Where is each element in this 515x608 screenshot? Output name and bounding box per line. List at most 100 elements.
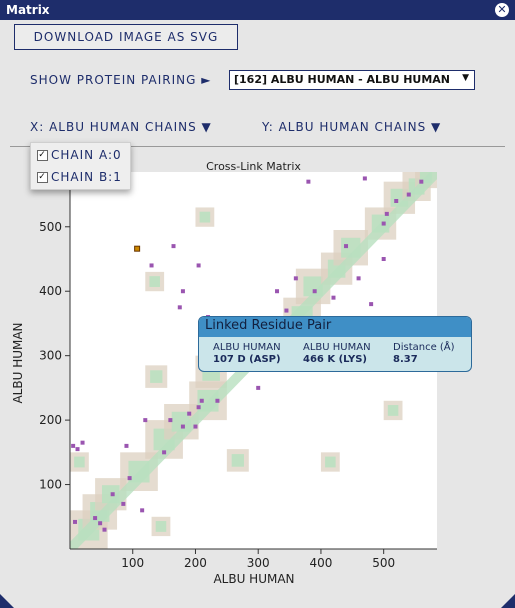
cross-link-mark[interactable] [187,411,192,416]
near-contact-block [149,276,160,287]
cross-link-mark[interactable] [73,519,78,524]
chain-b-label: CHAIN B:1 [51,170,122,184]
chart-title: Cross-Link Matrix [206,160,301,173]
cross-link-mark[interactable] [149,263,154,268]
divider [10,146,505,147]
x-tick-label: 400 [309,556,332,570]
cross-link-mark[interactable] [98,521,103,526]
chain-dropdown: ✓ CHAIN A:0 ✓ CHAIN B:1 [30,142,131,190]
chain-b-checkbox[interactable]: ✓ [37,172,48,183]
x-tick-label: 100 [121,556,144,570]
cross-link-mark[interactable] [121,501,126,506]
y-tick-label: 100 [39,478,62,492]
cross-link-mark[interactable] [256,385,261,390]
cross-link-mark[interactable] [344,244,349,249]
y-tick-label: 300 [39,349,62,363]
cross-link-mark[interactable] [177,305,182,310]
cross-link-mark[interactable] [180,424,185,429]
tooltip-col-3-value: 8.37 [393,354,418,365]
tooltip-col-2-header: ALBU HUMAN [303,342,371,353]
tooltip-col-3: Distance (Å) 8.37 [393,342,455,365]
y-tick-label: 200 [39,413,62,427]
protein-pairing-value: [162] ALBU HUMAN - ALBU HUMAN [234,73,451,86]
chain-b-option[interactable]: ✓ CHAIN B:1 [37,170,122,184]
near-contact-block [74,456,85,468]
x-tick-label: 300 [247,556,270,570]
chevron-down-icon: ▼ [462,73,469,83]
cross-link-mark[interactable] [381,257,386,261]
y-axis-ticks: 100 200 300 400 500 [39,220,70,492]
cross-link-mark[interactable] [215,398,220,403]
x-tick-label: 200 [184,556,207,570]
cross-link-mark[interactable] [275,289,280,294]
cross-link-mark[interactable] [110,492,115,497]
cross-link-mark[interactable] [140,508,145,513]
resize-corner-bottom-right-icon[interactable] [501,594,515,608]
cross-link-mark[interactable] [369,302,374,307]
linked-residue-tooltip: Linked Residue Pair ALBU HUMAN 107 D (AS… [198,316,472,372]
tooltip-col-1-value: 107 D (ASP) [213,354,281,365]
cross-link-mark[interactable] [162,450,167,455]
cross-link-mark[interactable] [168,418,173,423]
protein-pairing-label: SHOW PROTEIN PAIRING ► [30,73,212,87]
cross-link-mark[interactable] [381,221,386,226]
cross-link-layer[interactable] [71,176,424,532]
cross-link-mark[interactable] [93,516,98,521]
near-contact-block [155,521,167,532]
cross-link-mark[interactable] [384,211,389,216]
near-contact-block [387,405,399,416]
cross-link-mark[interactable] [331,295,336,300]
cross-link-mark[interactable] [124,443,129,448]
window-title: Matrix [6,3,50,17]
cross-link-mark[interactable] [293,276,298,281]
cross-link-mark[interactable] [394,199,399,203]
selected-cross-link-mark[interactable] [134,245,141,252]
y-tick-label: 500 [39,220,62,234]
cross-link-mark[interactable] [102,527,107,532]
cross-link-mark[interactable] [171,244,176,249]
cross-link-mark[interactable] [419,179,424,184]
x-axis-ticks: 100 200 300 400 500 [121,549,395,570]
cross-link-mark[interactable] [180,289,185,294]
chain-a-checkbox[interactable]: ✓ [37,150,48,161]
x-tick-label: 500 [372,556,395,570]
cross-link-mark[interactable] [143,418,148,423]
y-axis-label: ALBU HUMAN [11,322,25,403]
tooltip-col-2-value: 466 K (LYS) [303,354,367,365]
cross-link-mark[interactable] [196,263,201,268]
cross-link-mark[interactable] [306,179,311,184]
near-contact-block [150,370,163,383]
tooltip-title: Linked Residue Pair [199,317,471,337]
cross-link-mark[interactable] [127,476,132,481]
cross-link-mark[interactable] [71,443,76,448]
x-chains-menu[interactable]: X: ALBU HUMAN CHAINS ▼ [30,120,212,134]
cross-link-mark[interactable] [284,308,289,313]
near-contact-block [325,456,336,468]
cross-link-mark[interactable] [75,447,80,452]
chain-a-label: CHAIN A:0 [51,148,122,162]
tooltip-col-2: ALBU HUMAN 466 K (LYS) [303,342,371,365]
cross-link-mark[interactable] [312,289,317,294]
x-axis-label: ALBU HUMAN [213,572,294,586]
tooltip-col-1-header: ALBU HUMAN [213,342,281,353]
cross-link-mark[interactable] [362,176,367,181]
cross-link-mark[interactable] [356,276,361,281]
cross-link-mark[interactable] [193,424,198,429]
cross-link-mark[interactable] [199,398,204,403]
tooltip-col-3-header: Distance (Å) [393,342,455,353]
protein-pairing-select[interactable]: [162] ALBU HUMAN - ALBU HUMAN ▼ [229,70,475,90]
resize-corner-bottom-left-icon[interactable] [0,594,14,608]
window-titlebar: Matrix ✕ [0,0,515,20]
close-icon[interactable]: ✕ [495,3,509,17]
tooltip-col-1: ALBU HUMAN 107 D (ASP) [213,342,281,365]
cross-link-mark[interactable] [196,405,201,410]
cross-link-mark[interactable] [406,192,411,197]
download-svg-button[interactable]: DOWNLOAD IMAGE AS SVG [14,24,238,50]
near-contact-block [231,454,244,467]
y-tick-label: 400 [39,284,62,298]
cross-link-mark[interactable] [80,440,85,445]
chain-a-option[interactable]: ✓ CHAIN A:0 [37,148,122,162]
y-chains-menu[interactable]: Y: ALBU HUMAN CHAINS ▼ [262,120,442,134]
near-contact-block [199,211,211,223]
